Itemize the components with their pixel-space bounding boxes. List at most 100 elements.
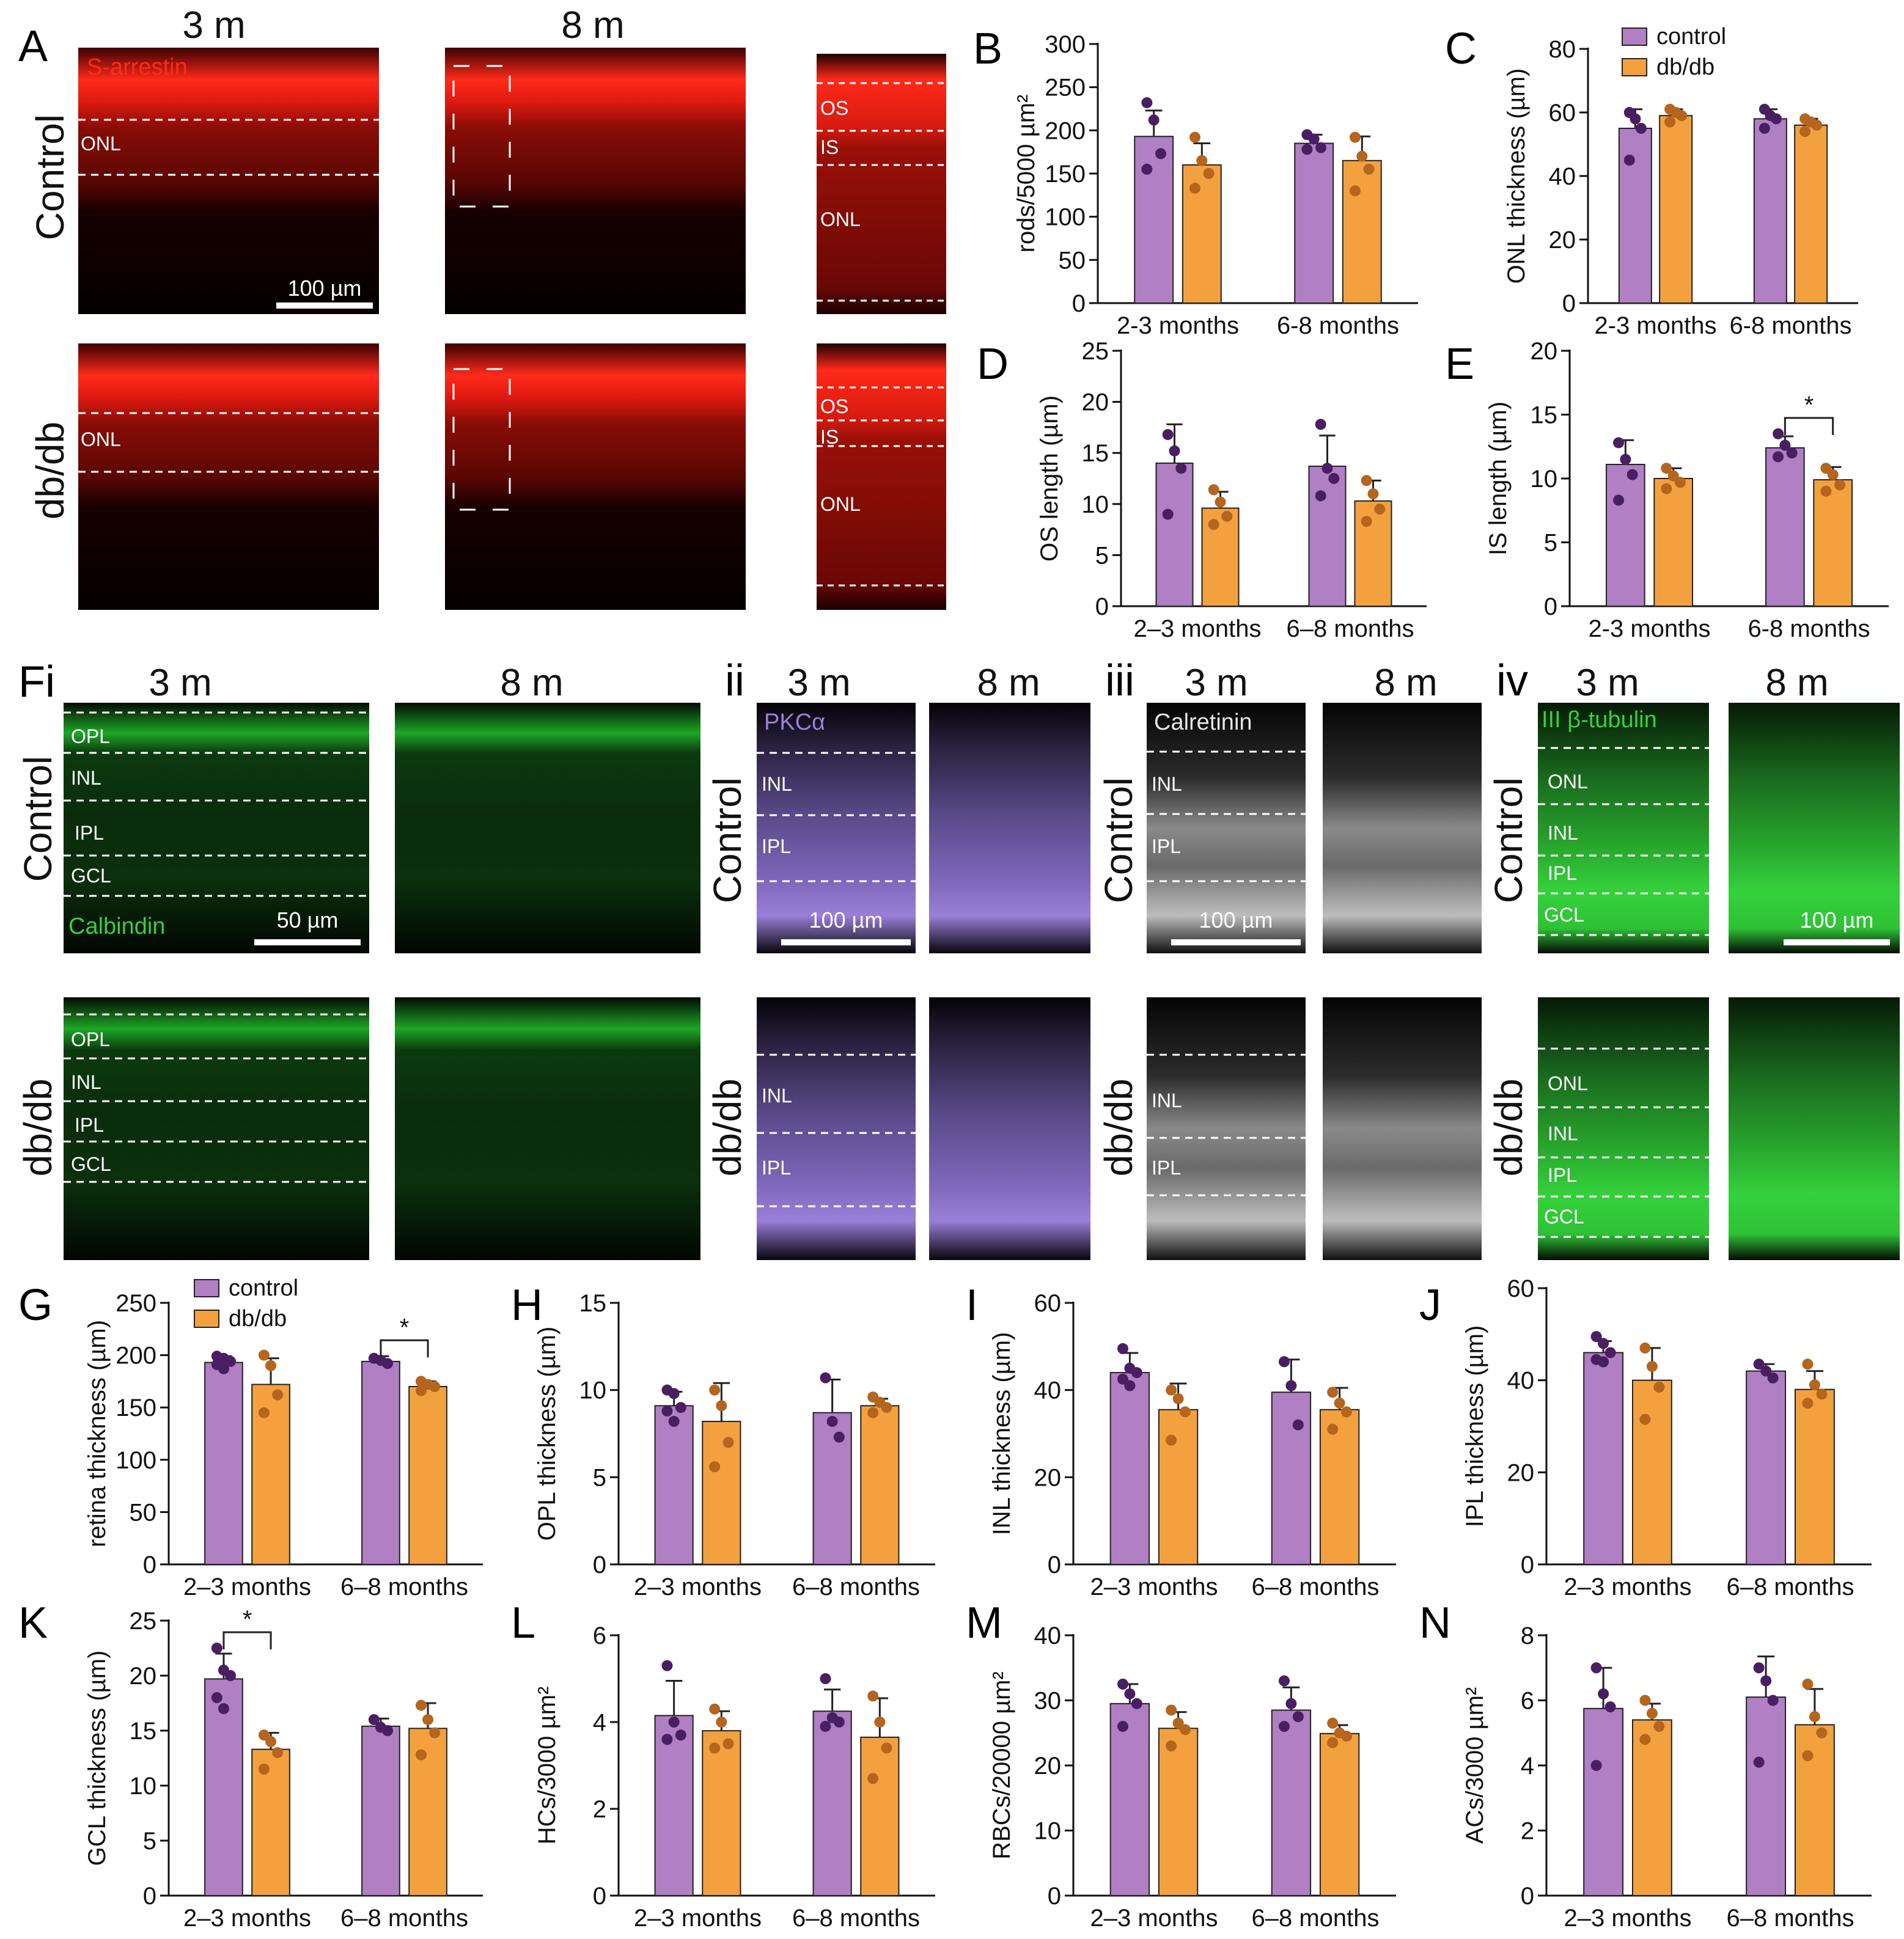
point-control	[1169, 445, 1180, 456]
point-db-db	[1639, 1413, 1651, 1425]
point-db-db	[265, 1360, 277, 1371]
panel-letter-e: E	[1445, 340, 1474, 389]
point-db-db	[1208, 519, 1219, 530]
y-tick-label: 40	[1507, 1368, 1535, 1395]
layer-label-inl: INL	[1152, 773, 1182, 795]
panel-letter-b: B	[973, 24, 1002, 73]
legend-label-dbdb: db/db	[229, 1306, 287, 1332]
point-db-db	[1820, 485, 1832, 497]
point-db-db	[1816, 1727, 1828, 1739]
panel-letter-l: L	[511, 1599, 535, 1648]
y-tick-label: 10	[130, 1773, 157, 1800]
point-control	[1278, 1356, 1290, 1368]
point-control	[1620, 453, 1631, 465]
micrograph-fii-control-8m	[929, 703, 1090, 953]
point-db-db	[874, 1717, 886, 1728]
bar-control-1	[1765, 447, 1805, 607]
row-label-control: Control	[28, 114, 72, 240]
bar-db-db-0	[251, 1748, 290, 1897]
point-db-db	[1676, 110, 1688, 122]
point-db-db	[1802, 1678, 1814, 1690]
y-tick-label: 100	[116, 1447, 156, 1474]
bar-control-1	[1753, 118, 1787, 304]
bar-control-1	[361, 1360, 400, 1566]
y-tick-label: 20	[1034, 1464, 1062, 1491]
bar-db-db-1	[1813, 479, 1853, 607]
x-tick-label: 6–8 months	[1726, 1905, 1854, 1932]
y-tick-label: 5	[1095, 542, 1109, 569]
layer-label-opl: OPL	[71, 1028, 110, 1050]
x-tick-label: 2–3 months	[634, 1905, 762, 1932]
layer-label-os: OS	[820, 395, 848, 417]
point-control	[1315, 490, 1326, 502]
point-db-db	[867, 1690, 879, 1702]
bar-control-1	[1746, 1696, 1787, 1897]
point-control	[1613, 494, 1625, 506]
y-tick-label: 250	[1045, 75, 1086, 101]
point-db-db	[1811, 119, 1823, 131]
y-tick-label: 40	[1034, 1377, 1062, 1404]
y-tick-label: 6	[593, 1622, 606, 1649]
y-tick-label: 6	[1521, 1688, 1534, 1715]
layer-label-gcl: GCL	[1544, 1206, 1584, 1228]
y-tick-label: 15	[1531, 402, 1558, 429]
bar-control-1	[1294, 142, 1334, 304]
point-db-db	[881, 1742, 892, 1754]
y-axis-label: IS length (µm)	[1485, 401, 1512, 555]
point-db-db	[867, 1407, 879, 1418]
point-control	[1285, 1380, 1297, 1391]
row-label-control: Control	[1487, 777, 1531, 903]
point-db-db	[1667, 470, 1679, 482]
y-tick-label: 30	[1034, 1688, 1062, 1715]
point-control	[833, 1717, 845, 1728]
point-db-db	[1327, 1737, 1339, 1748]
x-tick-label: 2–3 months	[1564, 1905, 1691, 1932]
point-db-db	[1349, 131, 1361, 143]
y-tick-label: 40	[1034, 1622, 1062, 1649]
point-db-db	[429, 1380, 441, 1392]
point-db-db	[1816, 1388, 1828, 1400]
point-db-db	[1356, 150, 1368, 162]
significance-star: *	[400, 1314, 410, 1341]
point-db-db	[1820, 463, 1832, 474]
layer-label-ipl: IPL	[762, 835, 791, 857]
panel-f: Fi 3 m 8 m ii 3 m 8 m iii 3 m 8 m iv 3 m…	[16, 656, 1900, 1260]
layer-label-onl: ONL	[1548, 771, 1588, 793]
y-axis-label: GCL thickness (µm)	[84, 1651, 111, 1866]
scale-bar-label: 100 µm	[809, 907, 883, 933]
legend-swatch-control	[194, 1279, 219, 1297]
point-db-db	[716, 1717, 727, 1728]
point-control	[1292, 1711, 1304, 1723]
col-header-8m: 8 m	[500, 662, 563, 704]
y-tick-label: 20	[1531, 338, 1558, 365]
layer-boundaries	[1147, 1054, 1306, 1197]
col-header-8m: 8 m	[1765, 662, 1828, 704]
y-tick-label: 0	[1095, 593, 1109, 620]
y-tick-label: 50	[130, 1499, 157, 1526]
x-tick-label: 2–3 months	[183, 1574, 311, 1600]
y-tick-label: 250	[116, 1290, 156, 1317]
point-db-db	[1639, 1342, 1651, 1354]
point-control	[668, 1416, 680, 1428]
col-header-3m: 3 m	[787, 662, 850, 704]
point-db-db	[881, 1402, 892, 1413]
bar-db-db-0	[251, 1384, 290, 1565]
bar-db-db-1	[1319, 1409, 1360, 1565]
point-control	[1623, 155, 1635, 166]
micrograph-fiii-dbdb-8m	[1323, 997, 1482, 1260]
point-db-db	[1802, 1750, 1814, 1762]
y-tick-label: 60	[1034, 1290, 1062, 1317]
y-tick-label: 10	[579, 1377, 607, 1404]
point-control	[1308, 133, 1320, 145]
point-control	[1315, 142, 1327, 153]
layer-label-is: IS	[820, 426, 839, 448]
chart-c: C 0 20 40 60 80 ONL thickness (µm) 2-3 months 6-…	[1445, 24, 1858, 339]
point-db-db	[1341, 1406, 1353, 1418]
point-db-db	[1363, 163, 1375, 175]
bar-control-1	[361, 1725, 400, 1897]
point-control	[1590, 1662, 1602, 1674]
panel-a: A 3 m 8 m Control db/db S-arrestin ONL 1…	[18, 4, 946, 610]
legend-label-dbdb: db/db	[1656, 54, 1715, 80]
bar-control-1	[812, 1710, 852, 1896]
